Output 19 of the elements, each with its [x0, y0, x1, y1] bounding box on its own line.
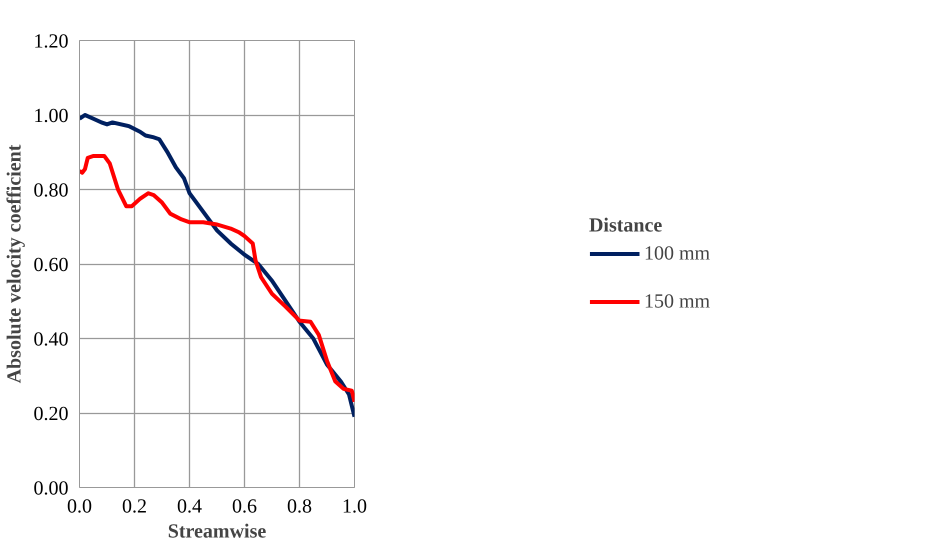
- x-tick-label: 0.2: [122, 496, 147, 518]
- y-tick-label: 0.60: [34, 254, 68, 276]
- x-tick-label: 0.6: [232, 496, 257, 518]
- line-series: [80, 154, 354, 404]
- y-tick-label: 0.40: [34, 328, 68, 350]
- legend-label: 100 mm: [644, 242, 710, 265]
- x-tick-label: 0.4: [177, 496, 202, 518]
- y-tick-label: 0.80: [34, 180, 68, 202]
- x-tick-label: 0.0: [67, 496, 92, 518]
- legend-label: 150 mm: [644, 290, 710, 313]
- x-tick-label: 0.8: [287, 496, 312, 518]
- y-tick-label: 0.20: [34, 403, 68, 425]
- y-tick-label: 1.20: [34, 30, 68, 52]
- y-tick-label: 1.00: [34, 105, 68, 127]
- legend-title: Distance: [588, 214, 664, 237]
- x-tick-label: 1.0: [342, 496, 367, 518]
- x-axis-title: Streamwise: [168, 520, 266, 542]
- y-tick-label: 0.00: [34, 478, 68, 500]
- y-axis-title: Absolute velocity coefficient: [4, 144, 26, 384]
